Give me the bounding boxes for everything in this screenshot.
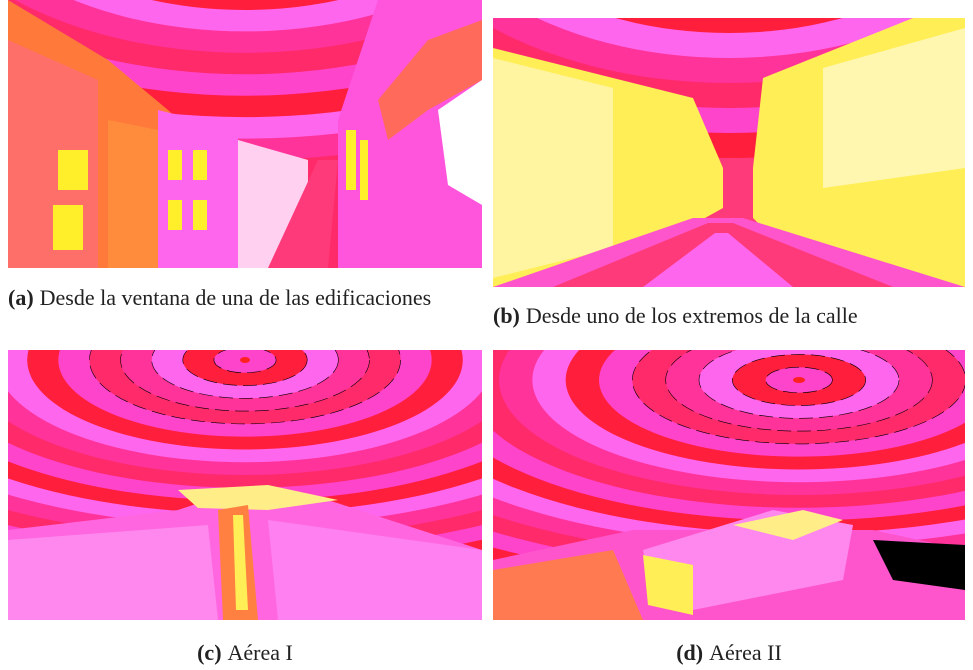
- caption-label: (d): [676, 640, 703, 665]
- caption-text: Desde la ventana de una de las edificaci…: [40, 285, 432, 310]
- caption-text: Desde uno de los extremos de la calle: [526, 303, 858, 328]
- caption-d: (d)Aérea II: [493, 640, 965, 666]
- caption-b: (b)Desde uno de los extremos de la calle: [493, 303, 965, 329]
- render-image-d: [493, 350, 965, 620]
- caption-c: (c) Aérea I: [8, 640, 482, 666]
- render-image-b: [493, 18, 965, 287]
- render-image-a: [8, 0, 482, 268]
- caption-label: (b): [493, 303, 520, 328]
- caption-label: (c): [197, 640, 221, 665]
- caption-label: (a): [8, 285, 34, 310]
- caption-a: (a)Desde la ventana de una de las edific…: [8, 285, 488, 311]
- caption-text: Aérea II: [709, 640, 782, 665]
- render-image-c: [8, 350, 482, 620]
- page: (a)Desde la ventana de una de las edific…: [0, 0, 973, 670]
- caption-text: Aérea I: [228, 640, 293, 665]
